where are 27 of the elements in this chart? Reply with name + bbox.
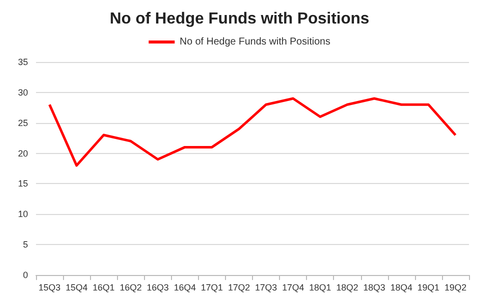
x-tick-label: 18Q3 [363, 282, 386, 292]
x-tick-label: 15Q4 [66, 282, 88, 292]
y-tick-label: 35 [18, 57, 28, 67]
x-tick-label: 17Q2 [228, 282, 250, 292]
x-tick-label: 19Q2 [444, 282, 466, 292]
y-tick-label: 30 [18, 87, 28, 98]
y-tick-label: 15 [18, 178, 28, 189]
x-tick-label: 18Q2 [336, 282, 358, 292]
x-tick-label: 16Q4 [174, 282, 196, 292]
x-tick-label: 18Q1 [309, 282, 332, 292]
x-tick-label: 19Q1 [417, 282, 440, 292]
x-tick-label: 16Q2 [120, 282, 142, 292]
x-tick-label: 16Q1 [92, 282, 115, 292]
y-tick-label: 5 [22, 240, 28, 250]
x-tick-label: 16Q3 [146, 282, 169, 292]
x-tick-label: 17Q3 [255, 282, 278, 292]
y-tick-label: 10 [18, 209, 28, 220]
x-tick-label: 15Q3 [38, 282, 61, 292]
x-tick-label: 17Q1 [200, 282, 223, 292]
legend-label: No of Hedge Funds with Positions [180, 36, 330, 48]
y-tick-label: 0 [22, 270, 28, 280]
y-tick-label: 25 [18, 118, 28, 128]
chart-title: No of Hedge Funds with Positions [110, 10, 370, 28]
x-tick-label: 17Q4 [282, 282, 304, 292]
y-tick-label: 20 [18, 148, 28, 158]
x-tick-label: 18Q4 [390, 282, 412, 292]
line-series [48, 97, 457, 167]
